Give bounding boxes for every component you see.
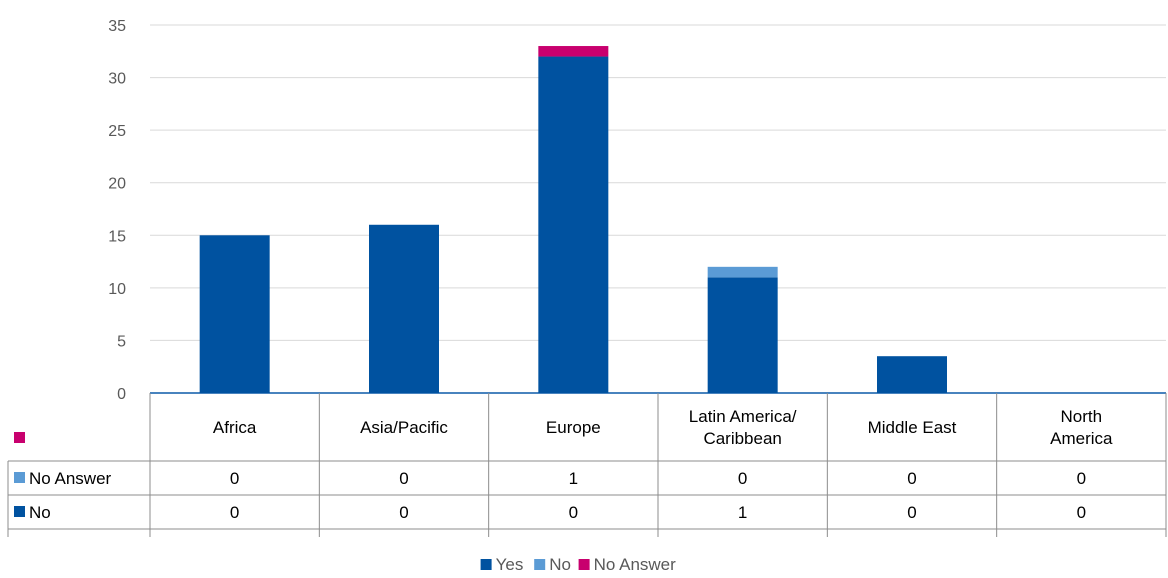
y-tick-label: 30 [108, 71, 126, 88]
category-label-europe: Europe [546, 418, 601, 437]
table-cell-no-europe: 0 [569, 503, 578, 522]
category-label-africa: Africa [213, 418, 257, 437]
category-label-latin-america-caribbean: Latin America/Caribbean [689, 407, 797, 448]
bar-yes-europe [538, 56, 609, 394]
table-cell-no-asia-pacific: 0 [399, 503, 408, 522]
bars [199, 46, 947, 394]
table-row-label-no-answer: No Answer [29, 469, 112, 488]
y-tick-label: 5 [117, 333, 126, 350]
y-axis-ticks: 0 5 10 15 20 25 30 35 [108, 18, 126, 403]
legend-label-yes: Yes [496, 555, 524, 574]
bar-no-answer-europe [538, 46, 609, 57]
bar-yes-africa [199, 235, 270, 393]
legend-label-no-answer: No Answer [594, 555, 677, 574]
data-table: Africa Asia/Pacific Europe Latin America/Ca… [7, 393, 1167, 537]
bar-yes-asia-pacific [369, 224, 439, 393]
y-tick-label: 25 [108, 123, 126, 140]
category-label-middle-east: Middle East [868, 418, 957, 437]
table-cell-no-answer-north-america: 0 [1077, 469, 1086, 488]
y-tick-label: 20 [108, 176, 126, 193]
category-label-asia-pacific: Asia/Pacific [360, 418, 448, 437]
legend-swatch-no [534, 559, 546, 570]
table-cell-no-north-america: 0 [1077, 503, 1086, 522]
table-cell-no-middle-east: 0 [907, 503, 916, 522]
table-row-swatch-blank [14, 432, 25, 443]
table-row-swatch-no-answer [14, 472, 25, 483]
y-tick-label: 35 [108, 18, 126, 35]
category-label-north-america: North America [1050, 407, 1113, 448]
table-cell-no-answer-asia-pacific: 0 [399, 469, 408, 488]
y-tick-label: 0 [117, 386, 126, 403]
table-cell-no-answer-middle-east: 0 [907, 469, 916, 488]
table-cell-no-answer-africa: 0 [230, 469, 239, 488]
legend-swatch-no-answer [578, 559, 590, 570]
legend-label-no: No [549, 555, 571, 574]
table-cell-no-latin-america-caribbean: 1 [738, 503, 747, 522]
y-tick-label: 15 [108, 228, 126, 245]
gridlines [150, 24, 1166, 394]
table-row-label-no: No [29, 503, 51, 522]
table-cell-no-africa: 0 [230, 503, 239, 522]
bar-no-latin-america-caribbean [707, 266, 778, 278]
table-cell-no-answer-europe: 1 [569, 469, 578, 488]
bar-yes-middle-east [877, 356, 947, 393]
legend-swatch-yes [480, 559, 492, 570]
bar-yes-latin-america-caribbean [707, 277, 778, 393]
y-tick-label: 10 [108, 281, 126, 298]
legend: Yes No No Answer [480, 555, 677, 574]
table-row-swatch-no [14, 506, 25, 517]
table-cell-no-answer-latin-america-caribbean: 0 [738, 469, 747, 488]
